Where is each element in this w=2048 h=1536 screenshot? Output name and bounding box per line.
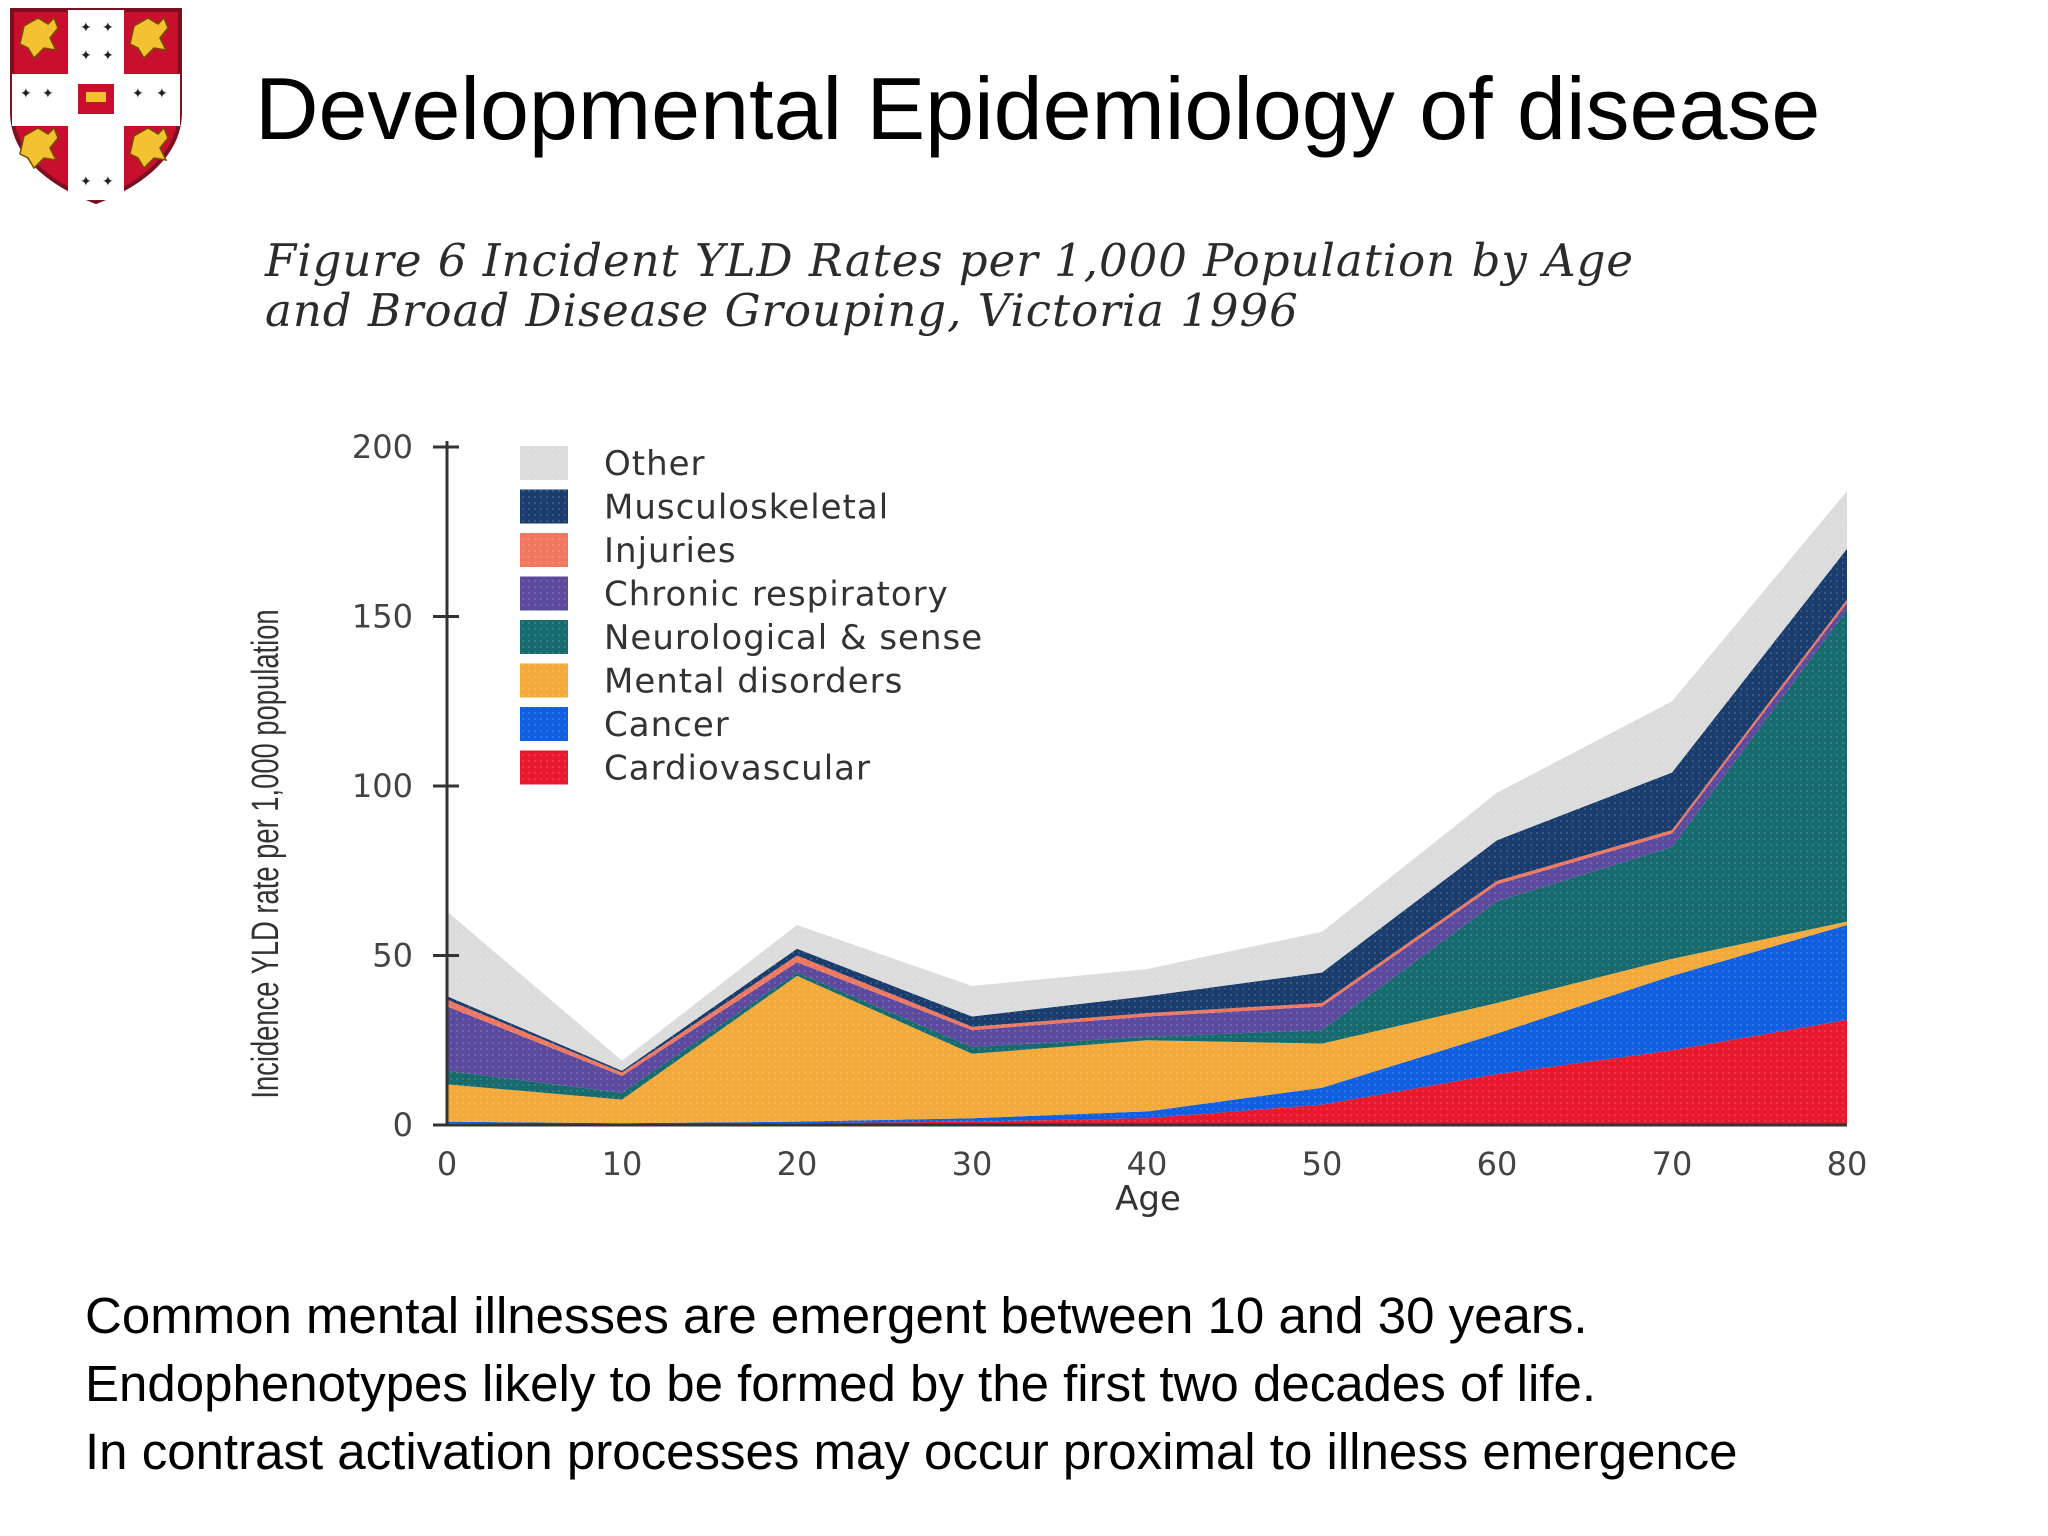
svg-text:✦: ✦	[102, 48, 114, 64]
y-tick-label: 100	[352, 767, 413, 805]
legend-label-cardiovascular: Cardiovascular	[604, 749, 871, 789]
area-texture-mental-disorders	[447, 921, 1847, 1124]
area-texture-other	[447, 491, 1847, 1071]
y-tick-label: 150	[352, 598, 413, 636]
stacked-area-chart: 0 50 100 150 200 0 10 20 30 40 50 60 70 80 OtherMuscu…	[245, 428, 1868, 1219]
y-tick-label: 50	[372, 937, 413, 975]
figure-caption: Figure 6 Incident YLD Rates per 1,000 Po…	[265, 236, 1634, 336]
slide-title: Developmental Epidemiology of disease	[255, 59, 1821, 158]
area-texture-injuries	[447, 599, 1847, 1076]
legend-label-other: Other	[604, 444, 706, 484]
legend-label-neurological-and-sense: Neurological & sense	[604, 618, 983, 658]
area-texture-chronic-respiratory	[447, 602, 1847, 1093]
legend-swatch-texture	[520, 750, 568, 785]
figure-caption-line-2: and Broad Disease Grouping, Victoria 199…	[265, 284, 1299, 337]
legend-swatch-texture	[520, 533, 568, 567]
y-axis-label: Incidence YLD rate per 1,000 population	[245, 609, 287, 1098]
legend-swatch-texture	[520, 707, 568, 741]
legend-label-chronic-respiratory: Chronic respiratory	[604, 575, 949, 615]
slide-notes: Common mental illnesses are emergent bet…	[85, 1282, 1738, 1486]
svg-text:✦: ✦	[156, 86, 168, 102]
legend-label-cancer: Cancer	[604, 705, 730, 745]
y-tick-label: 200	[352, 428, 413, 466]
x-tick-label: 60	[1477, 1145, 1518, 1183]
y-tick-label: 0	[393, 1106, 413, 1144]
legend-swatch-texture	[520, 446, 568, 480]
legend-swatch-texture	[520, 576, 568, 611]
figure-caption-line-1: Figure 6 Incident YLD Rates per 1,000 Po…	[265, 234, 1635, 287]
note-line-1: Common mental illnesses are emergent bet…	[85, 1287, 1588, 1344]
legend-swatch-texture	[520, 489, 568, 524]
svg-text:✦: ✦	[132, 86, 144, 102]
legend-label-injuries: Injuries	[604, 531, 737, 571]
university-crest-logo: ✦ ✦ ✦ ✦ ✦ ✦ ✦ ✦ ✦ ✦	[10, 8, 182, 204]
x-tick-label: 30	[952, 1145, 993, 1183]
svg-text:✦: ✦	[42, 86, 54, 102]
svg-text:✦: ✦	[80, 20, 92, 36]
legend-label-mental-disorders: Mental disorders	[604, 662, 903, 702]
area-texture-neurological-and-sense	[447, 609, 1847, 1100]
svg-text:✦: ✦	[102, 174, 114, 190]
svg-text:✦: ✦	[102, 20, 114, 36]
x-tick-label: 10	[602, 1145, 643, 1183]
x-tick-label: 20	[777, 1145, 818, 1183]
svg-text:✦: ✦	[20, 86, 32, 102]
svg-text:✦: ✦	[80, 174, 92, 190]
x-tick-label: 40	[1127, 1145, 1168, 1183]
x-tick-label: 70	[1652, 1145, 1693, 1183]
svg-text:✦: ✦	[80, 48, 92, 64]
x-tick-label: 0	[437, 1145, 457, 1183]
legend-swatch-texture	[520, 663, 568, 698]
x-tick-label: 50	[1302, 1145, 1343, 1183]
legend-label-musculoskeletal: Musculoskeletal	[604, 488, 889, 528]
area-texture-cardiovascular	[447, 1019, 1847, 1125]
x-tick-label: 80	[1827, 1145, 1868, 1183]
note-line-2: Endophenotypes likely to be formed by th…	[85, 1355, 1597, 1412]
legend-swatch-texture	[520, 620, 568, 654]
x-axis-label: Age	[1115, 1179, 1181, 1219]
note-line-3: In contrast activation processes may occ…	[85, 1423, 1738, 1480]
area-texture-cancer	[447, 924, 1847, 1124]
